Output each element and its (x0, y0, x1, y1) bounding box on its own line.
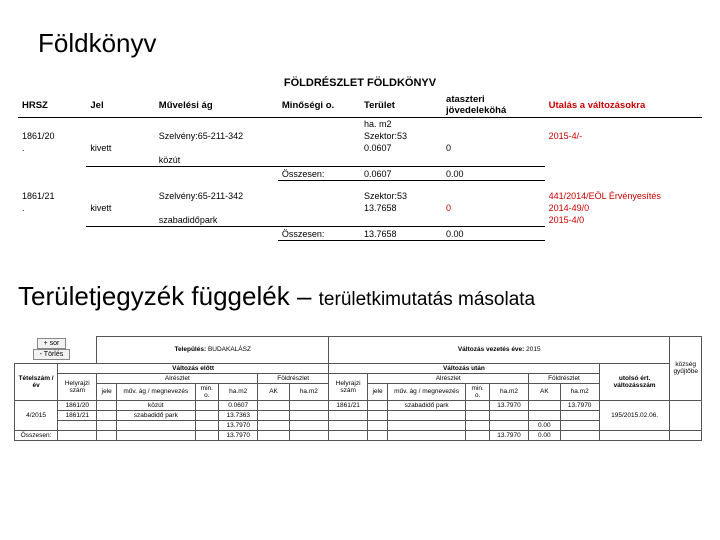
cell-hr1: 1861/20 (58, 400, 97, 410)
hrsz-2: 1861/21 (18, 181, 86, 203)
col-utan: Változás után (328, 363, 599, 373)
col-ak-e: AK (258, 383, 289, 400)
cell-hrU: 1861/21 (328, 400, 367, 410)
sum-jov-2: 0.00 (442, 227, 545, 241)
jov-2: 0 (442, 202, 545, 214)
table-row: 1861/21 szabadidő park 13.7363 (15, 410, 702, 420)
teruletjegyzek-table: + sor - Törlés Település: BUDAKALÁSZ Vál… (14, 336, 702, 441)
col-foldreszlet-u: Földrészlet (529, 373, 600, 383)
kivett-1: kivett (86, 142, 154, 154)
col-ha2-e: ha.m2 (289, 383, 328, 400)
telepules-value: BUDAKALÁSZ (208, 346, 251, 353)
col-helyrajzi-u: Helyrajzi szám (328, 373, 367, 400)
sub-2: . (18, 202, 86, 214)
sum-jov-1: 0.00 (442, 167, 545, 181)
col-alreszlet-u: Alrészlet (368, 373, 529, 383)
hrsz-1: 1861/20 (18, 130, 86, 142)
col-ha2-u: ha.m2 (560, 383, 599, 400)
sum-vb: 13.7970 (489, 430, 528, 440)
table-row: 4/2015 1861/20 közút 0.0607 1861/21 szab… (15, 400, 702, 410)
valtozas-ev-value: 2015 (526, 346, 540, 353)
col-ha-e: ha.m2 (219, 383, 258, 400)
table-row: 13.7970 0.00 (15, 420, 702, 430)
sum-lbl-1: Összesen: (278, 167, 360, 181)
szektor-2: Szektor:53 (360, 181, 442, 203)
ref-2b: 2014-49/0 (545, 202, 702, 214)
add-row-button[interactable]: + sor (37, 338, 67, 349)
col-min: Minőségi o. (278, 93, 360, 118)
teruletjegyzek-wrap: + sor - Törlés Település: BUDAKALÁSZ Vál… (0, 318, 720, 441)
col-jele-e: jele (97, 383, 117, 400)
unit-label: ha. m2 (360, 118, 442, 131)
col-muv: Művelési ág (155, 93, 278, 118)
col-ak-u: AK (529, 383, 560, 400)
ref-2c: 2015-4/0 (545, 214, 702, 227)
ter-2: 13.7658 (360, 202, 442, 214)
cell-akU: 0.00 (529, 420, 560, 430)
label-1: közút (155, 154, 278, 167)
sum-ter-1: 0.0607 (360, 167, 442, 181)
sum-ter-2: 13.7658 (360, 227, 442, 241)
valtozas-ev-label: Változás vezetés éve: (458, 346, 524, 353)
sum-akb: 0.00 (529, 430, 560, 440)
foldkonyv-table: FÖLDRÉSZLET FÖLDKÖNYV HRSZ Jel Művelési … (18, 75, 702, 241)
cell-utolso: 195/2015.02.06. (599, 400, 670, 430)
col-kat: ataszteri jövedeleköhá (442, 93, 545, 118)
col-jel: Jel (86, 93, 154, 118)
col-helyrajzi-e: Helyrajzi szám (58, 373, 97, 400)
col-utal: Utalás a változásokra (545, 93, 702, 118)
col-ter: Terület (360, 93, 442, 118)
telepules-label: Település: (174, 346, 206, 353)
sum-lbl-2: Összesen: (278, 227, 360, 241)
col-utolso: utolsó ért. változásszám (599, 363, 670, 400)
cell-m1: közút (117, 400, 196, 410)
cell-vU2: 13.7970 (560, 400, 599, 410)
slide2-main: Területjegyzék függelék – (18, 281, 311, 311)
kivett-2: kivett (86, 202, 154, 214)
delete-button[interactable]: - Törlés (33, 349, 71, 360)
szelv-2: Szelvény:65-211-342 (155, 181, 278, 203)
sum-va: 13.7970 (219, 430, 258, 440)
slide2-sub: területkimutatás másolata (319, 289, 536, 310)
col-hrsz: HRSZ (18, 93, 86, 118)
cell-m2: szabadidő park (117, 410, 196, 420)
slide-title-2: Területjegyzék függelék – területkimutat… (0, 241, 720, 318)
ref-1: 2015-4/- (545, 130, 702, 142)
cell-v2: 13.7363 (219, 410, 258, 420)
col-tetel: Tételszám / év (15, 363, 58, 400)
cell-v1: 0.0607 (219, 400, 258, 410)
cell-tetel: 4/2015 (15, 400, 58, 430)
sub-1: . (18, 142, 86, 154)
col-min-u: min. o. (466, 383, 490, 400)
slide-title-1: Földkönyv (0, 0, 720, 75)
ter-1: 0.0607 (360, 142, 442, 154)
jov-1: 0 (442, 142, 545, 154)
col-elott: Változás előtt (58, 363, 329, 373)
section1-heading: FÖLDRÉSZLET FÖLDKÖNYV (18, 75, 702, 93)
cell-mU: szabadidő park (387, 400, 466, 410)
col-jele-u: jele (368, 383, 388, 400)
ref-2a: 441/2014/EÖL Érvényesítés (545, 181, 702, 203)
cell-hr2: 1861/21 (58, 410, 97, 420)
szelv-1: Szelvény:65-211-342 (155, 130, 278, 142)
foldkonyv-table-wrap: FÖLDRÉSZLET FÖLDKÖNYV HRSZ Jel Művelési … (0, 75, 720, 241)
col-min-e: min. o. (195, 383, 219, 400)
szektor-1: Szektor:53 (360, 130, 442, 142)
col-kozseg: község gyűjtőbe (670, 337, 702, 401)
cell-v3: 13.7970 (219, 420, 258, 430)
col-muv-u: műv. ág / megnevezés (387, 383, 466, 400)
col-ha-u: ha.m2 (489, 383, 528, 400)
sum-label: Összesen: (15, 430, 58, 440)
sum-row: Összesen: 13.7970 13.7970 0.00 (15, 430, 702, 440)
col-alreszlet-e: Alrészlet (97, 373, 258, 383)
label-2: szabadidőpark (155, 214, 278, 227)
col-foldreszlet-e: Földrészlet (258, 373, 329, 383)
cell-vU1: 13.7970 (489, 400, 528, 410)
col-muv-e: műv. ág / megnevezés (117, 383, 196, 400)
